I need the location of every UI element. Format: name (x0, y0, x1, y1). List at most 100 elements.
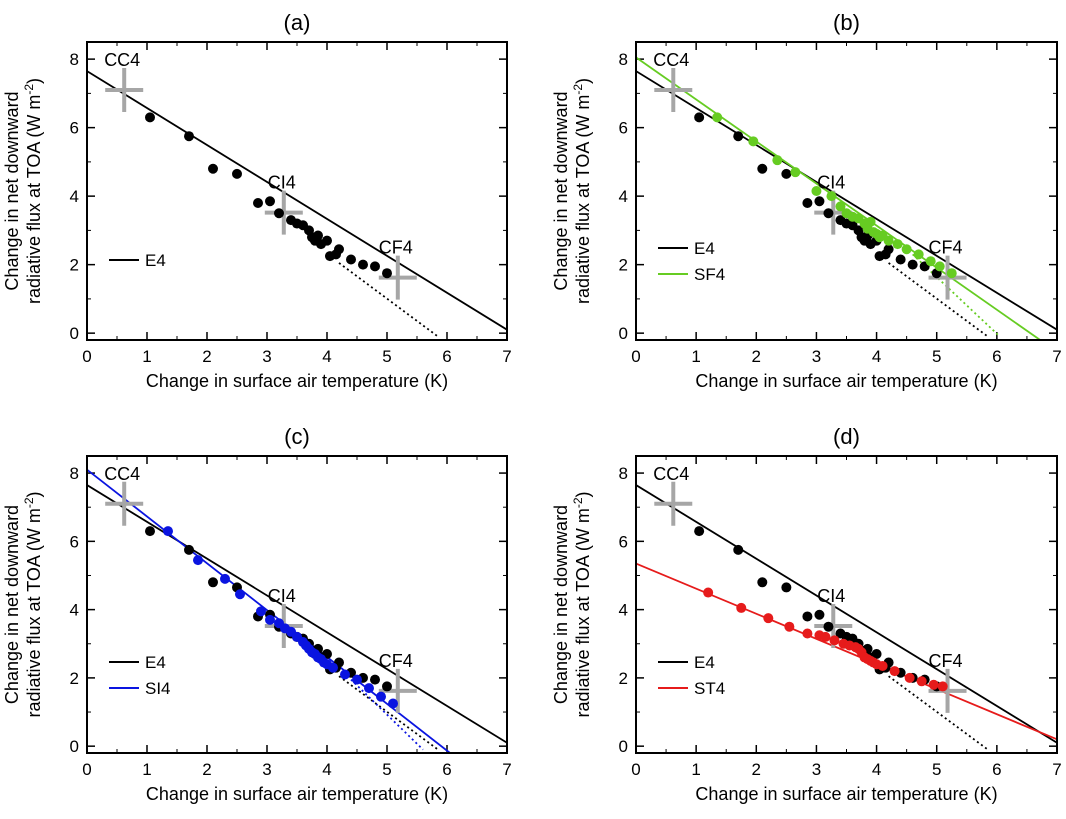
x-tick-label: 3 (262, 347, 271, 366)
data-point-SI4 (193, 555, 203, 566)
x-tick-label: 2 (752, 760, 761, 779)
data-point-E4 (907, 259, 918, 270)
y-tick-label: 6 (619, 532, 628, 551)
data-point-E4 (757, 163, 768, 174)
data-point-E4 (733, 544, 744, 555)
y-axis-label-line2: radiative flux at TOA (W m-2) (22, 78, 44, 304)
data-point-E4 (694, 526, 705, 537)
data-point-ST4 (889, 666, 900, 677)
data-point-ST4 (784, 621, 795, 632)
marker-label: CF4 (929, 238, 963, 258)
data-point-E4 (253, 197, 263, 208)
x-tick-label: 6 (442, 760, 451, 779)
x-tick-label: 7 (502, 760, 511, 779)
x-tick-label: 2 (752, 347, 761, 366)
x-tick-label: 3 (262, 760, 271, 779)
panel-title: (d) (833, 424, 860, 449)
data-point-SI4 (340, 669, 350, 680)
legend-label: E4 (694, 653, 715, 672)
data-point-SF4 (772, 155, 783, 166)
data-point-ST4 (763, 613, 774, 624)
x-tick-label: 0 (82, 760, 91, 779)
panel-title: (b) (833, 10, 860, 35)
panel-title: (a) (284, 10, 311, 35)
plot-frame (635, 455, 1058, 754)
y-axis-label-close: ) (24, 491, 44, 497)
data-point-SI4 (256, 606, 266, 617)
y-tick-label: 4 (619, 601, 628, 620)
data-point-SF4 (883, 235, 894, 246)
x-tick-label: 7 (1052, 347, 1061, 366)
data-point-SI4 (163, 526, 173, 537)
y-axis-label-line1: Change in net downward (2, 505, 22, 704)
x-tick-label: 4 (322, 347, 331, 366)
y-tick-label: 6 (70, 119, 79, 138)
data-point-ST4 (916, 676, 927, 687)
plot-frame (86, 41, 508, 341)
data-point-E4 (382, 681, 392, 692)
y-tick-label: 6 (70, 532, 79, 551)
legend-label: SF4 (694, 265, 725, 284)
data-point-ST4 (877, 660, 888, 671)
y-tick-label: 6 (619, 119, 628, 138)
marker-label: CI4 (268, 173, 296, 193)
data-point-E4 (358, 259, 368, 270)
extrapolation-line-E4 (888, 262, 989, 338)
data-point-E4 (145, 526, 155, 537)
y-tick-label: 0 (70, 737, 79, 756)
y-tick-label: 8 (70, 50, 79, 69)
data-point-SF4 (925, 256, 936, 267)
extrapolation-line-SI4 (350, 678, 424, 751)
chart-panel-4: (d) 0 1 2 3 4 5 6 7 0 2 4 6 8 Change in surface air te… (551, 424, 1062, 804)
data-point-SF4 (934, 261, 945, 272)
data-point-E4 (757, 577, 768, 588)
x-tick-label: 0 (82, 347, 91, 366)
data-point-E4 (733, 131, 744, 142)
marker-label: CI4 (817, 173, 845, 193)
fit-line-ST4 (636, 562, 1057, 741)
data-point-E4 (232, 168, 242, 179)
data-point-E4 (322, 235, 332, 246)
y-tick-label: 8 (619, 464, 628, 483)
y-axis-label-text: radiative flux at TOA (W m (24, 95, 44, 304)
x-tick-label: 1 (691, 347, 700, 366)
data-point-SI4 (388, 698, 398, 709)
data-point-ST4 (703, 587, 714, 598)
x-tick-label: 2 (202, 347, 211, 366)
x-axis-label: Change in surface air temperature (K) (695, 784, 997, 804)
marker-label: CC4 (104, 464, 140, 484)
y-axis-label-text: radiative flux at TOA (W m (573, 95, 593, 304)
x-tick-label: 4 (322, 760, 331, 779)
data-point-E4 (346, 254, 356, 265)
x-axis-label: Change in surface air temperature (K) (695, 371, 997, 391)
panel-title: (c) (284, 424, 310, 449)
y-tick-label: 2 (70, 669, 79, 688)
x-axis-label: Change in surface air temperature (K) (146, 784, 448, 804)
data-point-E4 (265, 196, 275, 207)
chart-panel-3: (c) 0 1 2 3 4 5 6 7 0 2 4 6 8 Change in surface air te… (2, 424, 512, 804)
marker-label: CC4 (104, 50, 140, 70)
fit-line-E4 (636, 70, 1057, 331)
data-point-SF4 (865, 216, 876, 227)
legend-label: E4 (145, 251, 166, 270)
data-point-ST4 (937, 681, 948, 692)
chart-panel-1: (a) 0 1 2 3 4 5 6 7 0 2 4 6 8 Change in surface air te… (2, 10, 512, 391)
x-tick-label: 3 (812, 347, 821, 366)
y-tick-label: 0 (70, 324, 79, 343)
x-tick-label: 0 (631, 347, 640, 366)
data-point-E4 (883, 244, 894, 255)
y-axis-label-line2: radiative flux at TOA (W m-2) (22, 491, 44, 717)
data-point-E4 (208, 163, 218, 174)
data-point-ST4 (904, 672, 915, 683)
x-tick-label: 5 (382, 347, 391, 366)
plot-area (636, 481, 1057, 751)
data-point-ST4 (928, 679, 939, 690)
extrapolation-line-E4 (338, 675, 439, 751)
y-axis-label-line1: Change in net downward (551, 505, 571, 704)
y-axis-label-line2: radiative flux at TOA (W m-2) (571, 78, 593, 304)
data-point-E4 (814, 196, 825, 207)
y-axis-label-sup: -2 (22, 84, 36, 95)
y-tick-label: 2 (70, 256, 79, 275)
marker-label: CF4 (379, 238, 413, 258)
